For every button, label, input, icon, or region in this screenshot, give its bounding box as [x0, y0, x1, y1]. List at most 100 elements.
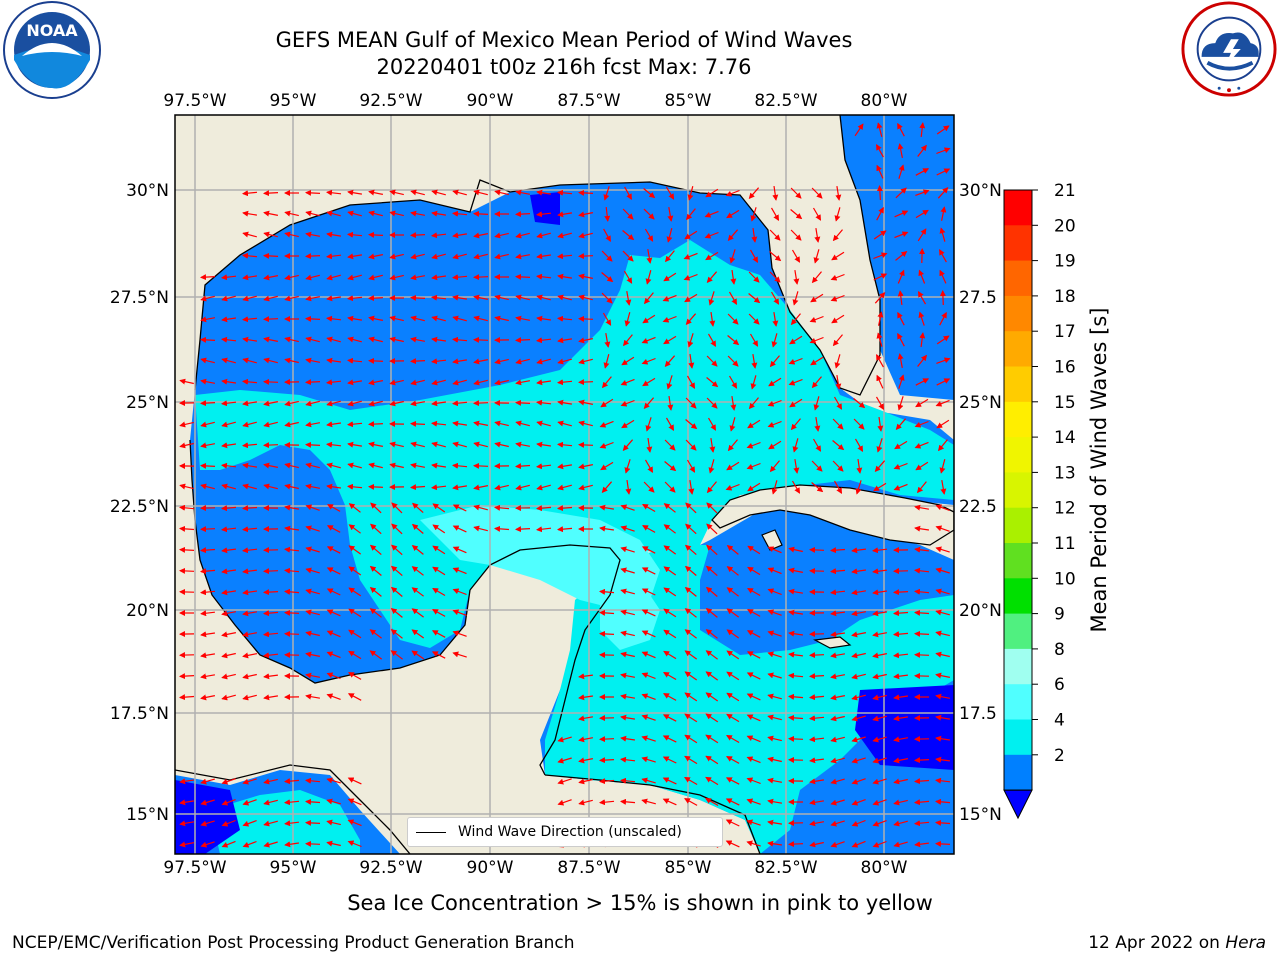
wind-wave-arrow: [746, 756, 761, 764]
wind-wave-arrow: [725, 483, 740, 491]
wind-wave-arrow: [179, 483, 194, 490]
wind-wave-arrow: [557, 399, 572, 406]
wind-wave-arrow: [452, 379, 467, 386]
wind-wave-arrow: [705, 797, 719, 807]
wind-wave-arrow: [706, 481, 717, 494]
wind-wave-arrow: [809, 820, 825, 827]
wind-wave-arrow: [326, 693, 341, 700]
wind-wave-arrow: [305, 567, 320, 574]
wind-wave-arrow: [748, 187, 760, 200]
dark-blue-patch: [175, 780, 240, 854]
lon-label: 90°W: [467, 858, 514, 878]
wind-wave-arrow: [749, 333, 759, 347]
wind-wave-arrow: [410, 484, 426, 491]
wind-wave-arrow: [242, 673, 257, 680]
wind-wave-arrow: [663, 566, 677, 576]
wind-wave-arrow: [263, 462, 279, 469]
wind-wave-arrow: [747, 545, 761, 555]
wind-wave-arrow: [603, 354, 610, 369]
wind-wave-arrow: [263, 589, 279, 596]
wind-wave-arrow: [411, 566, 424, 576]
wind-wave-arrow: [641, 609, 656, 617]
wind-wave-arrow: [326, 651, 341, 659]
wind-wave-arrow: [557, 294, 572, 301]
wind-wave-arrow: [326, 253, 342, 260]
wind-wave-arrow: [747, 419, 761, 429]
wind-wave-arrow: [263, 610, 279, 617]
colorbar-tick-label: 13: [1054, 463, 1076, 483]
wind-wave-arrow: [242, 190, 258, 197]
wind-wave-arrow: [767, 609, 782, 616]
wind-wave-arrow: [432, 524, 446, 534]
wind-wave-arrow: [685, 397, 697, 409]
wind-wave-arrow: [624, 312, 631, 327]
wind-wave-arrow: [830, 799, 845, 806]
wind-wave-arrow: [494, 315, 509, 322]
wind-wave-arrow: [557, 463, 572, 470]
wind-wave-arrow: [368, 253, 384, 260]
wind-wave-arrow: [726, 566, 739, 576]
wind-wave-arrow: [914, 504, 930, 511]
wind-wave-arrow: [221, 568, 236, 575]
wind-wave-arrow: [851, 736, 866, 743]
wind-wave-arrow: [242, 694, 257, 701]
lon-label: 82.5°W: [754, 91, 817, 111]
wind-wave-arrow: [790, 209, 803, 220]
wind-wave-arrow: [431, 189, 446, 196]
wind-wave-arrow: [835, 186, 842, 201]
wind-wave-arrow: [578, 232, 593, 239]
wind-wave-arrow: [369, 586, 382, 597]
wind-wave-arrow: [622, 334, 633, 347]
wind-wave-arrow: [452, 253, 467, 260]
wind-wave-arrow: [432, 609, 446, 617]
wind-wave-arrow: [326, 421, 341, 428]
wind-wave-arrow: [305, 379, 321, 386]
wind-wave-arrow: [179, 546, 195, 553]
wind-wave-arrow: [473, 294, 489, 301]
wind-wave-arrow: [893, 757, 909, 764]
wind-wave-arrow: [809, 673, 825, 680]
wind-wave-arrow: [788, 651, 803, 658]
wind-wave-arrow: [326, 819, 341, 826]
colorbar-segment: [1004, 260, 1032, 297]
wind-wave-arrow: [939, 269, 947, 284]
wind-wave-arrow: [326, 441, 342, 448]
lat-labels-right: 30°N 27.5 25°N 22.5 20°N 17.5 15°N: [959, 181, 1002, 825]
wind-wave-arrow: [914, 441, 929, 449]
wind-wave-arrow: [515, 441, 531, 448]
wind-wave-arrow: [263, 673, 278, 680]
wind-wave-arrow: [872, 736, 887, 743]
wind-wave-arrow: [897, 396, 904, 411]
wind-wave-arrow: [263, 295, 278, 302]
wind-wave-arrow: [873, 252, 888, 260]
wind-wave-arrow: [242, 505, 258, 512]
wind-wave-arrow: [667, 206, 674, 222]
wind-wave-arrow: [876, 144, 884, 158]
wind-wave-arrow: [936, 125, 950, 135]
colorbar-tick-label: 11: [1054, 534, 1076, 554]
wind-wave-arrow: [620, 798, 636, 805]
wind-wave-arrow: [855, 480, 862, 495]
wind-wave-arrow: [263, 631, 279, 638]
wind-wave-arrow: [452, 232, 467, 239]
wind-wave-arrow: [200, 316, 216, 323]
wind-wave-arrow: [473, 358, 489, 365]
wind-wave-arrow: [645, 270, 652, 285]
wind-wave-arrow: [665, 417, 675, 431]
wind-wave-arrow: [284, 588, 300, 595]
wind-wave-arrow: [748, 313, 760, 325]
colorbar-segment: [1004, 684, 1032, 720]
wind-wave-arrow: [663, 693, 677, 701]
wind-wave-arrow: [809, 315, 824, 323]
wind-wave-arrow: [599, 757, 615, 764]
wind-wave-arrow: [370, 523, 382, 535]
wind-wave-arrow: [767, 756, 782, 763]
wind-wave-arrow: [200, 568, 216, 575]
wind-wave-arrow: [620, 525, 635, 532]
footer-date-text: 12 Apr 2022 on: [1088, 933, 1226, 953]
wind-wave-arrow: [410, 379, 425, 386]
sea-ice-note: Sea Ice Concentration > 15% is shown in …: [0, 891, 1280, 915]
wind-wave-arrow: [935, 777, 951, 784]
wind-wave-arrow: [643, 208, 655, 220]
wind-wave-arrow: [914, 546, 929, 553]
